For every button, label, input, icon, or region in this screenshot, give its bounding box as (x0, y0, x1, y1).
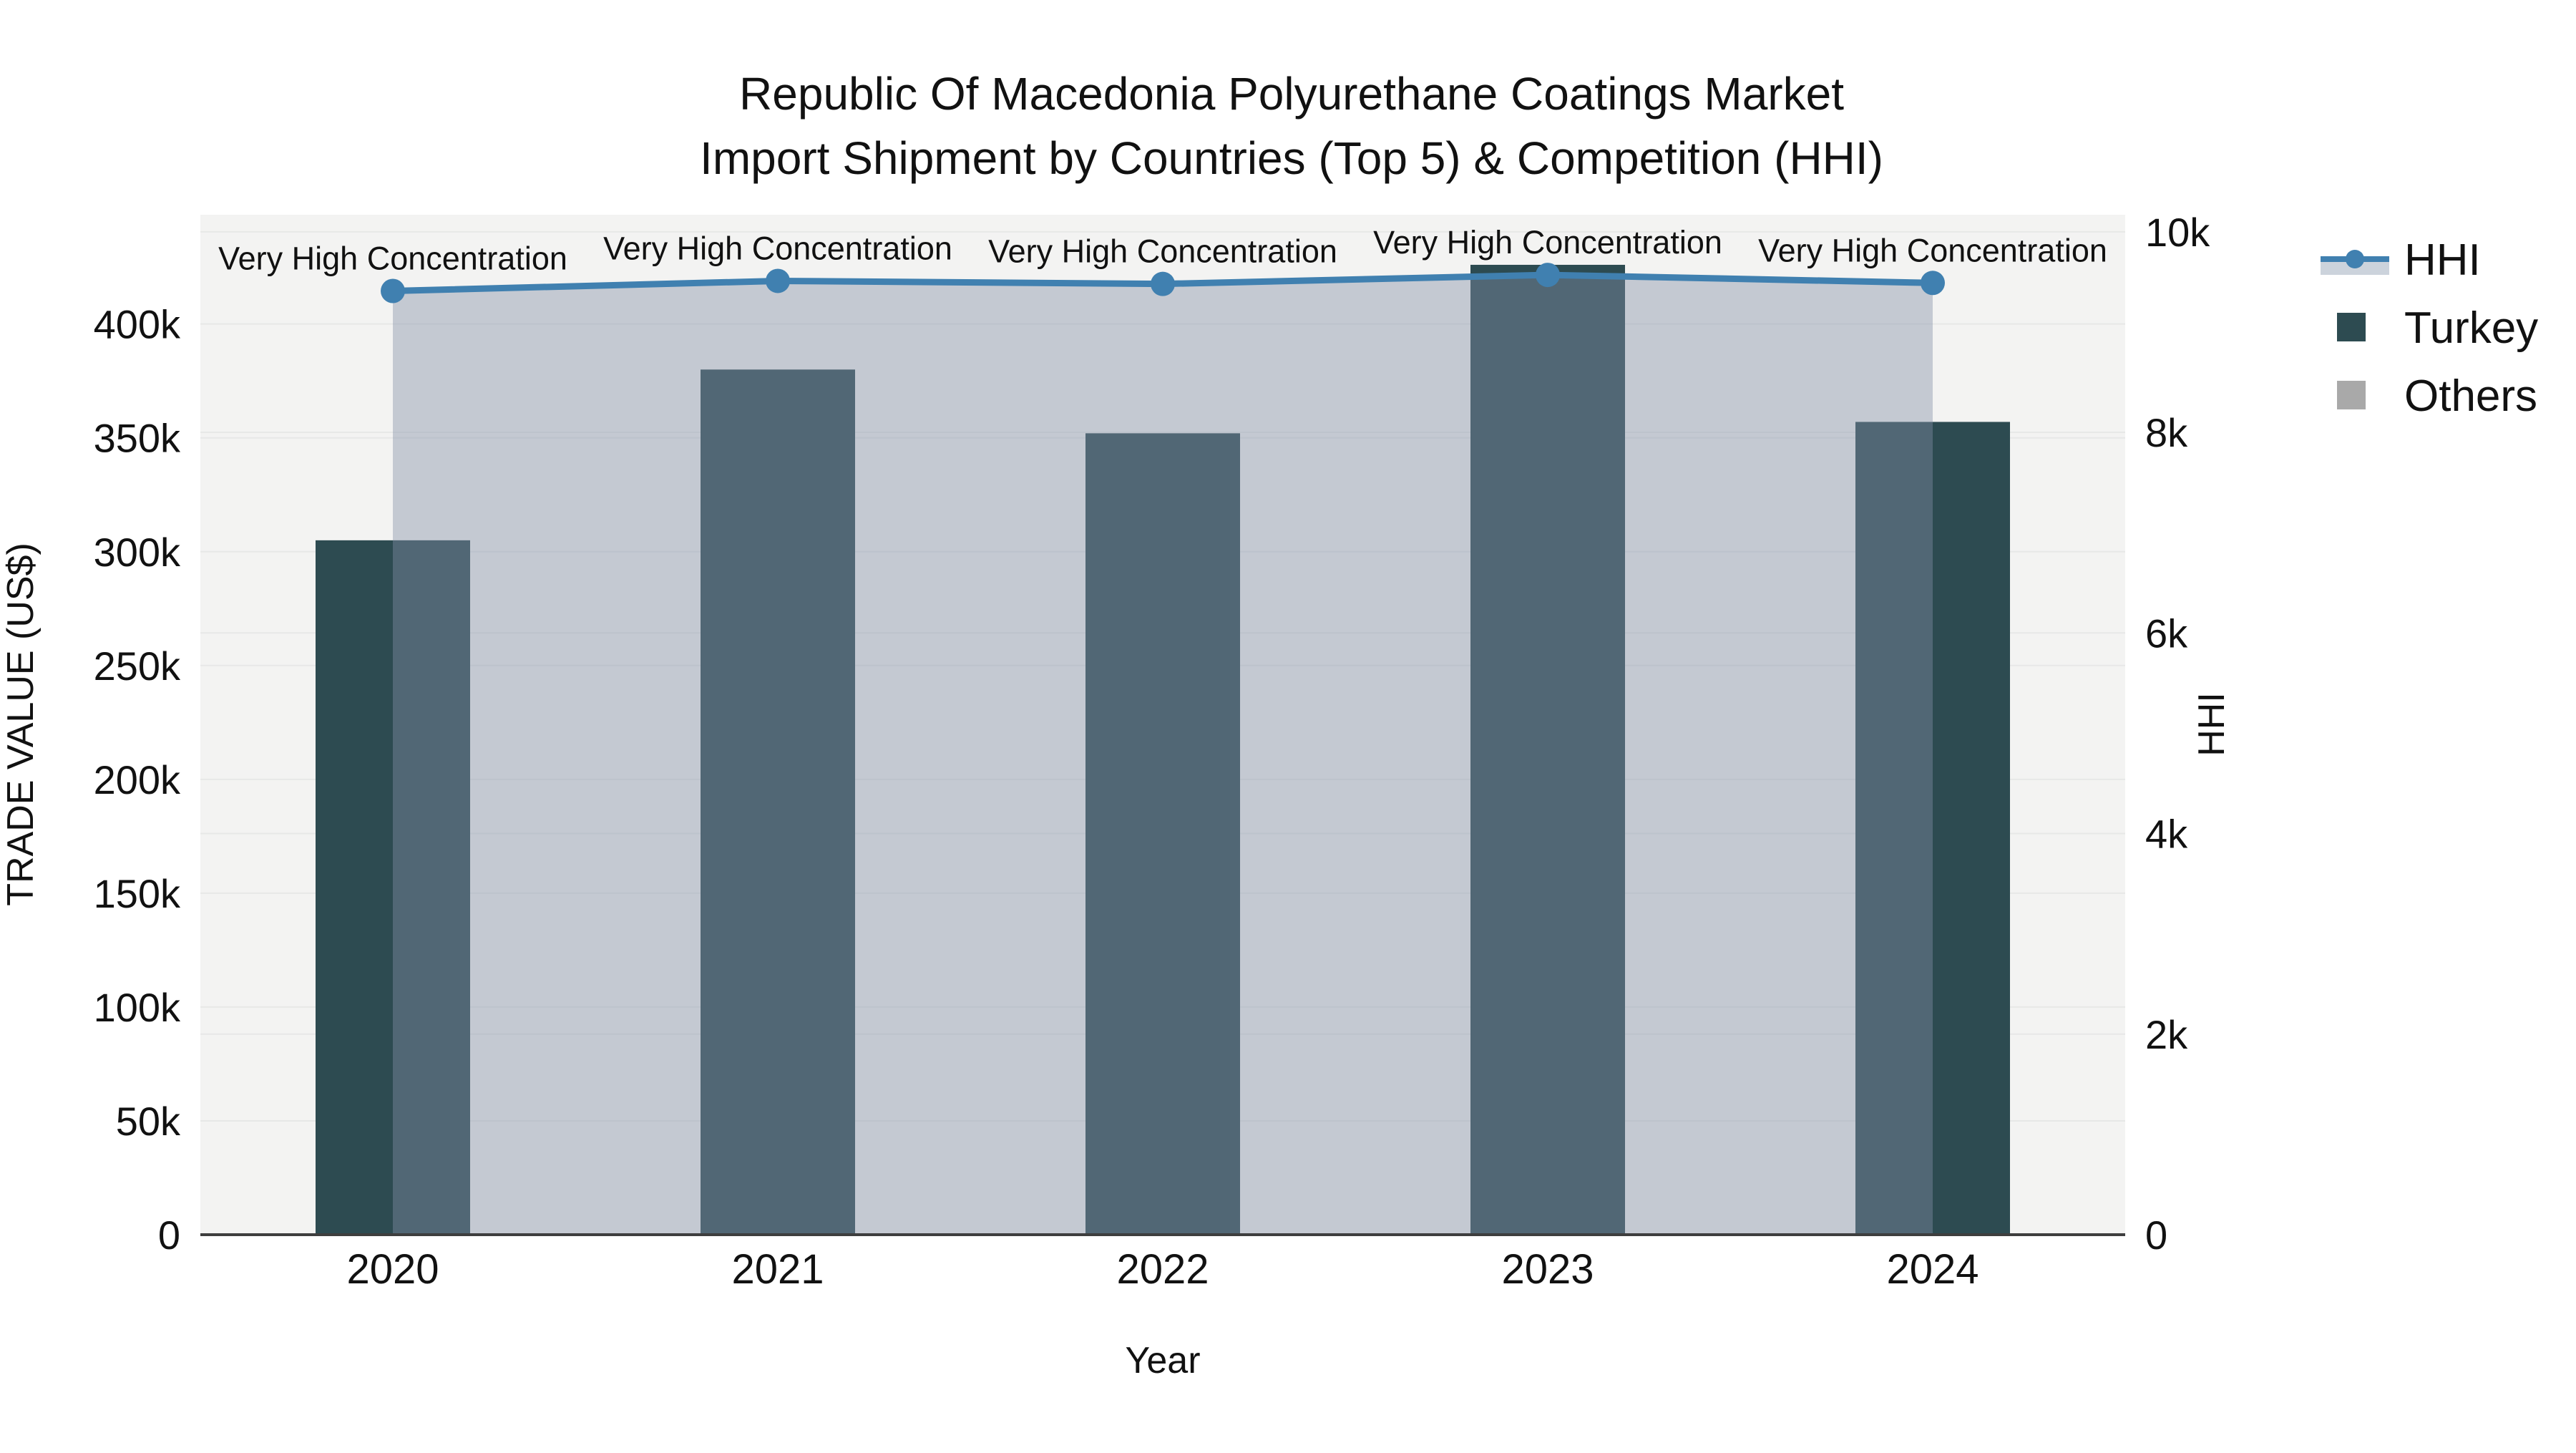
hhi-marker-2022 (1151, 271, 1175, 296)
left-axis-title: TRADE VALUE (US$) (0, 543, 42, 906)
left-tick-250k: 250k (94, 643, 181, 689)
chart-title-line2: Import Shipment by Countries (Top 5) & C… (700, 132, 1883, 184)
legend-item-turkey[interactable]: Turkey (2337, 303, 2538, 353)
annotation-2022: Very High Concentration (988, 233, 1337, 270)
bar-turkey-2020 (316, 540, 470, 1235)
hhi-markers (381, 263, 1945, 303)
left-tick-350k: 350k (94, 416, 181, 461)
hhi-marker-2020 (381, 278, 405, 303)
right-tick-2k: 2k (2145, 1012, 2188, 1057)
x-tick-2022: 2022 (1116, 1246, 1209, 1293)
right-tick-10k: 10k (2145, 210, 2210, 255)
annotation-2023: Very High Concentration (1373, 224, 1722, 261)
right-tick-6k: 6k (2145, 611, 2188, 656)
legend-item-others[interactable]: Others (2337, 371, 2537, 421)
x-tick-2021: 2021 (731, 1246, 824, 1293)
x-axis-title: Year (1125, 1340, 1200, 1381)
x-tick-2024: 2024 (1886, 1246, 1979, 1293)
legend-label-hhi: HHI (2404, 235, 2481, 285)
left-tick-100k: 100k (94, 985, 181, 1030)
annotations: Very High Concentration Very High Concent… (218, 224, 2107, 276)
hhi-area-polygon (393, 275, 1933, 1235)
left-tick-300k: 300k (94, 530, 181, 575)
turkey-bars (316, 264, 2010, 1235)
others-legend-swatch (2337, 381, 2366, 409)
left-tick-200k: 200k (94, 757, 181, 802)
right-tick-8k: 8k (2145, 410, 2188, 455)
left-tick-50k: 50k (116, 1099, 181, 1144)
annotation-2024: Very High Concentration (1758, 232, 2107, 268)
hhi-marker-2021 (766, 268, 790, 293)
right-tick-4k: 4k (2145, 812, 2188, 857)
hhi-marker-2024 (1921, 271, 1945, 296)
axis-tick-labels: 0 50k 100k 150k 200k 250k 300k 350k 400k 0 2k 4k 6k 8… (94, 210, 2211, 1293)
left-tick-0: 0 (158, 1213, 180, 1258)
legend: HHI Turkey Others (2321, 235, 2538, 421)
legend-item-hhi[interactable]: HHI (2321, 235, 2481, 285)
turkey-legend-swatch (2337, 313, 2366, 341)
left-tick-400k: 400k (94, 302, 181, 347)
annotation-2020: Very High Concentration (218, 240, 567, 276)
bar-turkey-2021 (701, 369, 855, 1235)
hhi-area-fill (393, 275, 1933, 1235)
hhi-marker-legend-icon (2346, 250, 2364, 268)
annotation-2021: Very High Concentration (603, 230, 952, 266)
x-tick-2023: 2023 (1501, 1246, 1594, 1293)
bar-turkey-2023 (1470, 264, 1625, 1235)
right-tick-0: 0 (2145, 1213, 2167, 1258)
x-tick-2020: 2020 (346, 1246, 439, 1293)
right-axis-title: HHI (2191, 692, 2233, 757)
hhi-marker-2023 (1536, 263, 1560, 288)
left-tick-150k: 150k (94, 871, 181, 916)
legend-label-turkey: Turkey (2404, 303, 2538, 353)
legend-label-others: Others (2404, 371, 2537, 421)
bar-turkey-2024 (1855, 422, 2010, 1235)
bar-turkey-2022 (1085, 433, 1240, 1235)
chart-title-line1: Republic Of Macedonia Polyurethane Coati… (739, 68, 1844, 120)
